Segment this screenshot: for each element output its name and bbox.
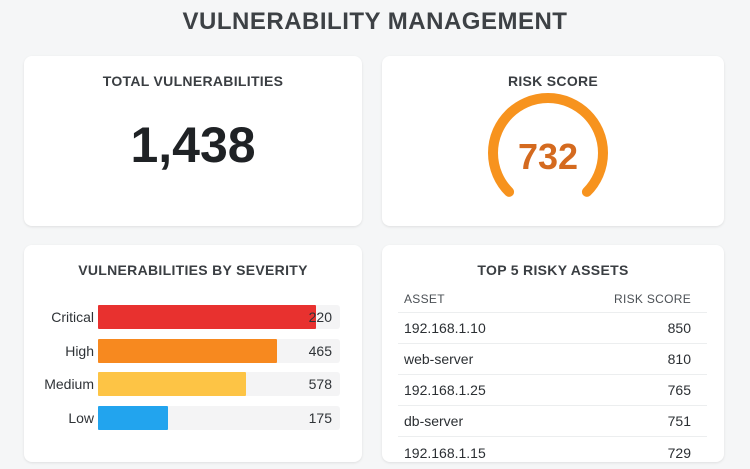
asset-name: db-server xyxy=(404,413,464,429)
severity-label: Low xyxy=(68,410,94,426)
severity-row-low: Low 175 xyxy=(24,406,362,430)
table-row[interactable]: db-server 751 xyxy=(398,406,707,437)
card-title: RISK SCORE xyxy=(507,73,599,89)
risk-gauge-arc xyxy=(488,93,608,197)
bar-track xyxy=(98,406,340,430)
bar-medium xyxy=(98,372,246,396)
severity-value: 175 xyxy=(308,410,332,426)
severity-value: 220 xyxy=(308,309,332,325)
severity-row-high: High 465 xyxy=(24,339,362,363)
bar-track xyxy=(98,372,340,396)
severity-chart-card: VULNERABILITIES BY SEVERITY Critical 220… xyxy=(24,245,362,462)
bar-high xyxy=(98,339,278,363)
column-header-asset: ASSET xyxy=(404,291,445,306)
table-row[interactable]: 192.168.1.10 850 xyxy=(398,313,707,344)
risk-score-card: RISK SCORE 732 xyxy=(382,56,724,226)
asset-score: 810 xyxy=(667,351,691,367)
asset-score: 850 xyxy=(667,320,691,336)
severity-row-critical: Critical 220 xyxy=(24,305,362,329)
severity-row-medium: Medium 578 xyxy=(24,372,362,396)
asset-name: web-server xyxy=(404,351,474,367)
severity-label: High xyxy=(65,343,94,359)
table-row[interactable]: 192.168.1.25 765 xyxy=(398,375,707,406)
table-header: ASSET RISK SCORE xyxy=(398,285,707,313)
severity-value: 578 xyxy=(308,376,332,392)
bar-track xyxy=(98,305,340,329)
assets-table: ASSET RISK SCORE 192.168.1.10 850 web-se… xyxy=(398,285,707,468)
asset-name: 192.168.1.10 xyxy=(404,320,486,336)
severity-value: 465 xyxy=(308,343,332,359)
asset-name: 192.168.1.15 xyxy=(404,444,486,461)
total-vulnerabilities-card: TOTAL VULNERABILITIES 1,438 xyxy=(24,56,362,226)
top-risky-assets-card: TOP 5 RISKY ASSETS ASSET RISK SCORE 192.… xyxy=(382,245,724,462)
card-title: TOP 5 RISKY ASSETS xyxy=(477,262,629,278)
card-title: TOTAL VULNERABILITIES xyxy=(102,73,284,89)
total-vulnerabilities-value: 1,438 xyxy=(130,117,256,173)
card-title: VULNERABILITIES BY SEVERITY xyxy=(78,262,308,278)
bar-track xyxy=(98,339,340,363)
severity-label: Medium xyxy=(44,376,94,392)
column-header-risk-score: RISK SCORE xyxy=(613,291,691,306)
risk-score-value: 732 xyxy=(517,136,579,177)
table-row[interactable]: web-server 810 xyxy=(398,344,707,375)
table-row[interactable]: 192.168.1.15 729 xyxy=(398,437,707,468)
severity-label: Critical xyxy=(51,309,94,325)
asset-score: 729 xyxy=(667,444,691,461)
asset-score: 765 xyxy=(667,382,691,398)
bar-critical xyxy=(98,305,316,329)
bar-low xyxy=(98,406,169,430)
asset-name: 192.168.1.25 xyxy=(404,382,486,398)
asset-score: 751 xyxy=(667,413,691,429)
page-title: VULNERABILITY MANAGEMENT xyxy=(182,8,568,35)
